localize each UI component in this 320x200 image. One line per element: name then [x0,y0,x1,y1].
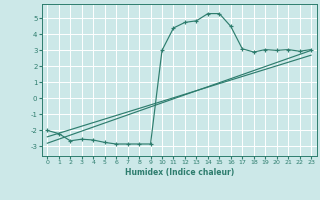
X-axis label: Humidex (Indice chaleur): Humidex (Indice chaleur) [124,168,234,177]
